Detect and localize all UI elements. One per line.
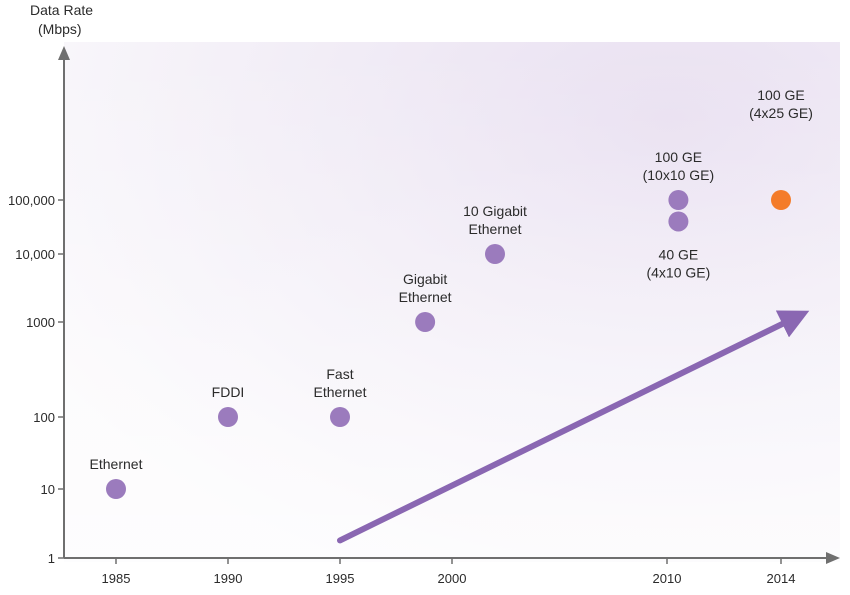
x-tick-label: 1990 bbox=[214, 571, 243, 586]
ticks: 1 10 100 1000 10,000 100,000 1985 1990 1995 2000 2… bbox=[8, 193, 795, 586]
y-tick-label: 10 bbox=[41, 482, 55, 497]
y-tick-label: 100 bbox=[33, 410, 55, 425]
trend-arrow bbox=[337, 310, 810, 544]
data-point-5 bbox=[485, 244, 505, 264]
y-tick-label: 100,000 bbox=[8, 193, 55, 208]
point-label-4: Gigabit bbox=[403, 271, 447, 287]
plot-background-fade bbox=[64, 42, 840, 562]
y-axis-title-line-1: Data Rate bbox=[30, 2, 93, 18]
y-tick-label: 1 bbox=[48, 551, 55, 566]
x-tick-label: 1985 bbox=[102, 571, 131, 586]
data-point-2 bbox=[218, 407, 238, 427]
point-label-1: Ethernet bbox=[90, 456, 143, 472]
y-tick-label: 1000 bbox=[26, 315, 55, 330]
data-point-7 bbox=[668, 211, 689, 232]
trend-arrow-group bbox=[337, 310, 810, 544]
x-tick-label: 2010 bbox=[653, 571, 682, 586]
y-axis-arrowhead bbox=[58, 46, 70, 60]
point-label-5: 10 Gigabit bbox=[463, 203, 527, 219]
point-label-7: (4x10 GE) bbox=[646, 264, 710, 280]
y-tick-label: 10,000 bbox=[15, 247, 55, 262]
x-tick-label: 1995 bbox=[326, 571, 355, 586]
point-label-6: (10x10 GE) bbox=[643, 167, 715, 183]
data-points bbox=[106, 190, 791, 499]
point-label-8: (4x25 GE) bbox=[749, 105, 813, 121]
point-label-7: 40 GE bbox=[659, 246, 699, 262]
point-label-2: FDDI bbox=[212, 384, 245, 400]
point-label-6: 100 GE bbox=[655, 149, 702, 165]
data-point-1 bbox=[106, 479, 126, 499]
y-axis-title-line-2: (Mbps) bbox=[38, 21, 82, 37]
axes bbox=[58, 46, 840, 564]
point-label-5: Ethernet bbox=[469, 221, 522, 237]
x-tick-label: 2014 bbox=[767, 571, 796, 586]
x-axis-arrowhead bbox=[826, 552, 840, 564]
point-labels: Ethernet FDDI Fast Ethernet Gigabit Ethernet 1… bbox=[90, 87, 813, 472]
point-label-4: Ethernet bbox=[399, 289, 452, 305]
data-point-8 bbox=[771, 190, 791, 210]
data-point-3 bbox=[330, 407, 350, 427]
point-label-3: Ethernet bbox=[314, 384, 367, 400]
data-point-6 bbox=[668, 190, 689, 210]
point-label-3: Fast bbox=[326, 366, 353, 382]
x-tick-label: 2000 bbox=[438, 571, 467, 586]
data-point-4 bbox=[415, 312, 436, 332]
point-label-8: 100 GE bbox=[757, 87, 804, 103]
